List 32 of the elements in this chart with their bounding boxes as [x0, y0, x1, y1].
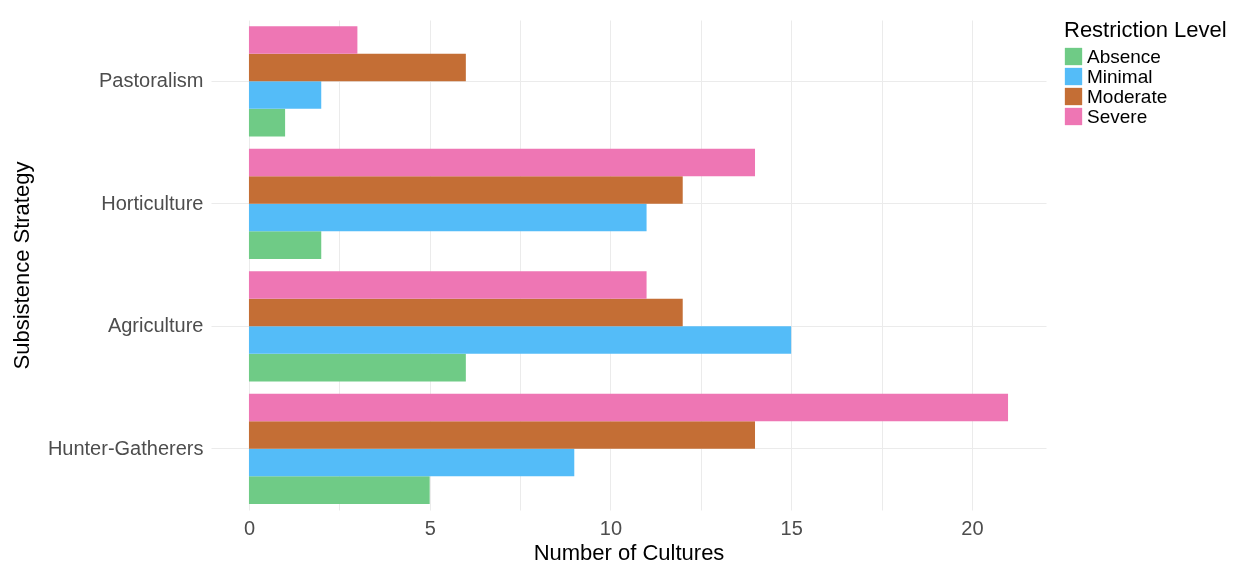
bar	[248, 448, 575, 477]
legend-label: Minimal	[1087, 65, 1153, 87]
bar	[248, 326, 792, 354]
legend-label: Moderate	[1087, 85, 1168, 107]
bar	[248, 53, 466, 82]
x-tick-label: 5	[424, 516, 436, 539]
bar	[248, 298, 683, 327]
bar	[248, 176, 683, 204]
x-tick-label: 20	[961, 516, 984, 539]
bar	[248, 81, 322, 109]
bar	[248, 271, 647, 299]
y-tick-label: Pastoralism	[99, 69, 204, 92]
x-tick-label: 15	[780, 516, 803, 539]
bar	[248, 353, 466, 382]
legend-label: Absence	[1087, 45, 1161, 67]
bar	[248, 203, 647, 232]
y-tick-label: Horticulture	[101, 191, 204, 214]
x-axis-title: Number of Cultures	[533, 539, 725, 565]
bar	[248, 421, 756, 449]
x-tick-label: 10	[599, 516, 623, 539]
bar	[248, 476, 430, 504]
bar	[248, 148, 756, 177]
legend-label: Severe	[1087, 105, 1148, 127]
y-tick-label: Agriculture	[107, 314, 204, 337]
bar	[248, 393, 1009, 422]
x-tick-label: 0	[243, 516, 256, 539]
legend-title: Restriction Level	[1064, 17, 1227, 42]
bar	[248, 231, 322, 259]
bar	[248, 26, 358, 54]
y-tick-label: Hunter-Gatherers	[47, 436, 204, 459]
y-axis-title: Subsistence Strategy	[8, 161, 34, 370]
bar	[248, 108, 286, 137]
